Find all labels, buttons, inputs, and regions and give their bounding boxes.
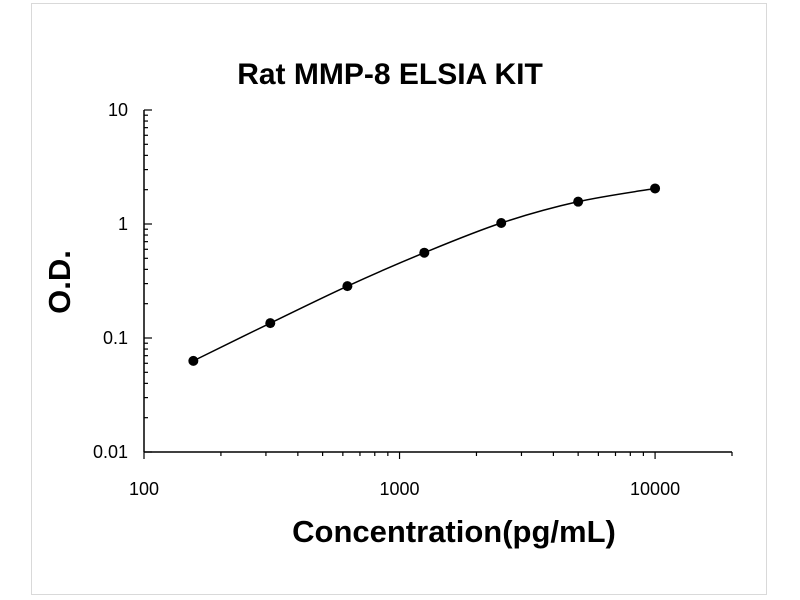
data-point — [496, 218, 507, 229]
data-points — [188, 183, 661, 366]
x-axis-title: Concentration(pg/mL) — [292, 514, 616, 549]
tick-marks — [143, 109, 733, 459]
fit-curve-layer — [193, 187, 656, 362]
y-tick-label: 0.01 — [93, 442, 128, 462]
x-tick-label: 1000 — [380, 479, 420, 499]
data-point — [419, 247, 430, 258]
data-point — [265, 318, 276, 329]
y-tick-label: 1 — [118, 214, 128, 234]
data-point — [650, 183, 661, 194]
chart-title: Rat MMP-8 ELSIA KIT — [237, 58, 543, 91]
x-tick-label: 10000 — [630, 479, 680, 499]
data-point — [188, 355, 199, 366]
data-point — [342, 281, 353, 292]
axes — [143, 110, 732, 453]
y-axis-title: O.D. — [42, 250, 77, 314]
y-tick-label: 10 — [108, 100, 128, 120]
chart-frame — [31, 3, 767, 595]
tick-labels: 100 1000 10000 0.01 0.1 1 10 — [93, 100, 680, 499]
x-tick-label: 100 — [129, 479, 159, 499]
fit-curve — [193, 187, 656, 362]
data-point — [573, 196, 584, 207]
y-tick-label: 0.1 — [103, 328, 128, 348]
